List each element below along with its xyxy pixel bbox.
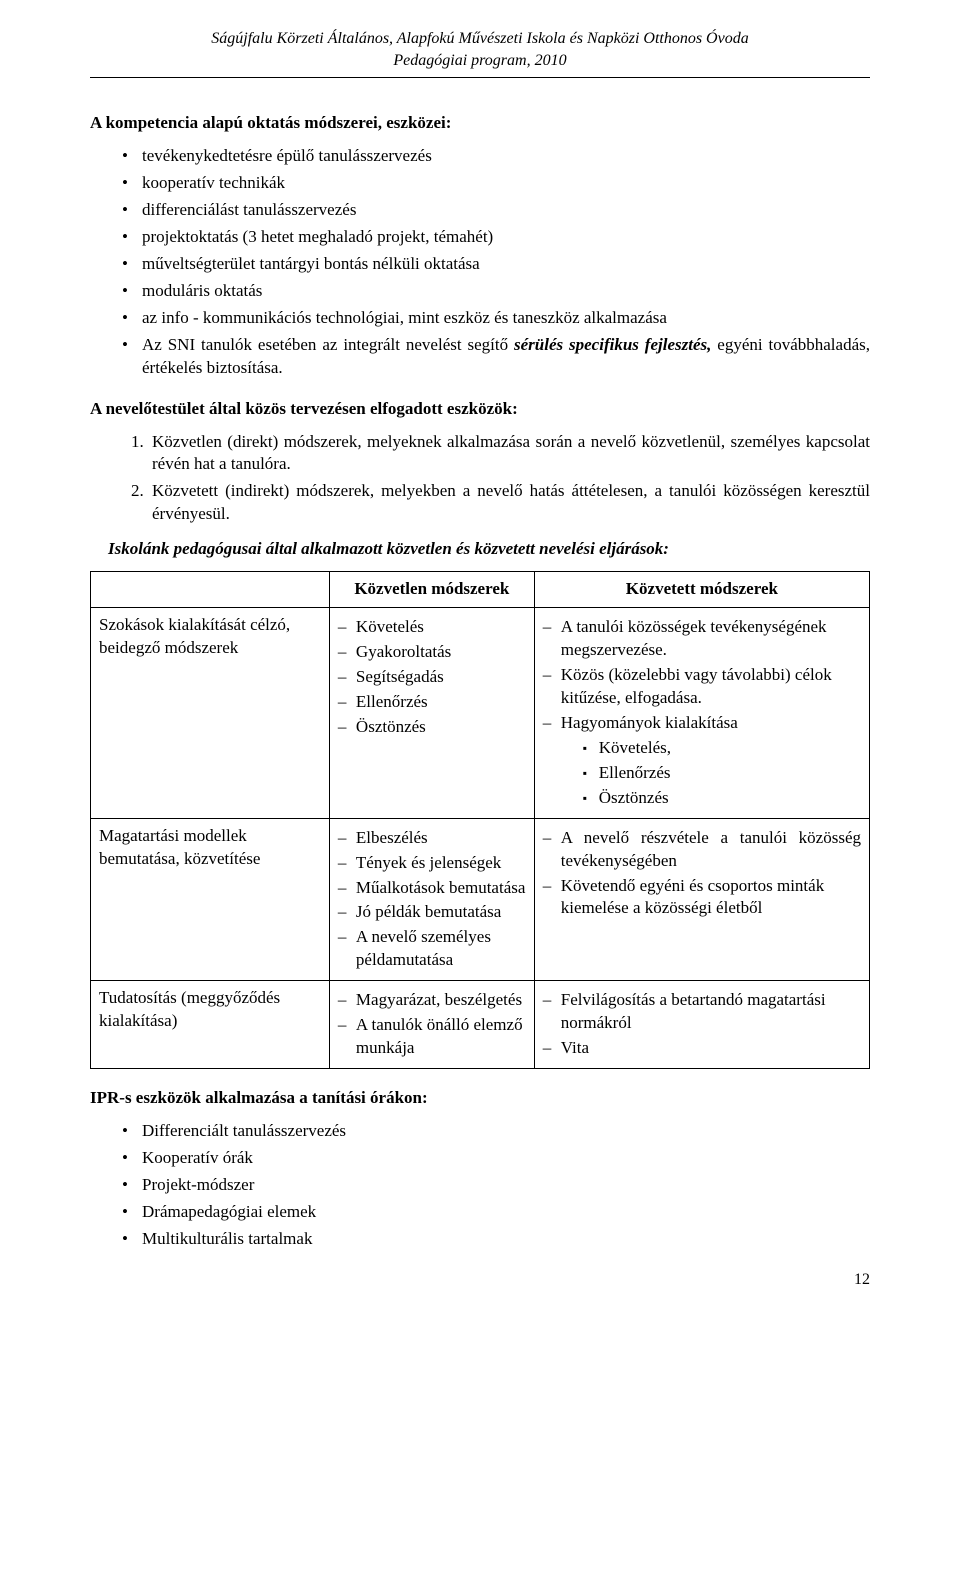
list-item: az info - kommunikációs technológiai, mi… <box>90 307 870 330</box>
table-row: Szokások kialakítását célzó, beidegző mó… <box>91 608 870 819</box>
list-item: Ellenőrzés <box>338 691 526 714</box>
list-item: Ösztönzés <box>583 787 861 810</box>
doc-header: Ságújfalu Körzeti Általános, Alapfokú Mű… <box>90 28 870 71</box>
list-item: Követelés, <box>583 737 861 760</box>
list-item: Követendő egyéni és csoportos minták kie… <box>543 875 861 921</box>
list-item: Műalkotások bemutatása <box>338 877 526 900</box>
list-item: A tanulók önálló elemző munkája <box>338 1014 526 1060</box>
list-item: A nevelő részvétele a tanulói közösség t… <box>543 827 861 873</box>
section4-title: IPR-s eszközök alkalmazása a tanítási ór… <box>90 1087 870 1110</box>
section3-intro: Iskolánk pedagógusai által alkalmazott k… <box>90 538 870 561</box>
list-item: tevékenykedtetésre épülő tanulásszervezé… <box>90 145 870 168</box>
list-item: Segítségadás <box>338 666 526 689</box>
section1-title: A kompetencia alapú oktatás módszerei, e… <box>90 112 870 135</box>
row2-left: Magyarázat, beszélgetés A tanulók önálló… <box>329 981 534 1069</box>
list-item: Hagyományok kialakítása Követelés, Ellen… <box>543 712 861 810</box>
list-item: Követelés <box>338 616 526 639</box>
blank-header <box>91 572 330 608</box>
list-item: műveltségterület tantárgyi bontás nélkül… <box>90 253 870 276</box>
table-row: Magatartási modellek bemutatása, közvetí… <box>91 818 870 981</box>
list-item: Vita <box>543 1037 861 1060</box>
row2-right: Felvilágosítás a betartandó magatartási … <box>534 981 869 1069</box>
list-item: Differenciált tanulásszervezés <box>90 1120 870 1143</box>
list-item: Ösztönzés <box>338 716 526 739</box>
list-item: moduláris oktatás <box>90 280 870 303</box>
list-item: Közvetett (indirekt) módszerek, melyekbe… <box>148 480 870 526</box>
col-header-direct: Közvetlen módszerek <box>329 572 534 608</box>
header-line2: Pedagógiai program, 2010 <box>393 52 566 69</box>
list-item: Multikulturális tartalmak <box>90 1228 870 1251</box>
section2-title: A nevelőtestület által közös tervezésen … <box>90 398 870 421</box>
item7-pre: Az SNI tanulók esetében az integrált nev… <box>142 335 514 354</box>
row2-label: Tudatosítás (meggyőződés kialakítása) <box>91 981 330 1069</box>
table-row: Tudatosítás (meggyőződés kialakítása) Ma… <box>91 981 870 1069</box>
list-item: Kooperatív órák <box>90 1147 870 1170</box>
col-header-indirect: Közvetett módszerek <box>534 572 869 608</box>
row0-right-2: Hagyományok kialakítása <box>561 713 738 732</box>
row1-label: Magatartási modellek bemutatása, közvetí… <box>91 818 330 981</box>
section4-list: Differenciált tanulásszervezés Kooperatí… <box>90 1120 870 1251</box>
section1-list: tevékenykedtetésre épülő tanulásszervezé… <box>90 145 870 379</box>
methods-table: Közvetlen módszerek Közvetett módszerek … <box>90 571 870 1069</box>
list-item: Elbeszélés <box>338 827 526 850</box>
list-item: Ellenőrzés <box>583 762 861 785</box>
list-item: Az SNI tanulók esetében az integrált nev… <box>90 334 870 380</box>
list-item: projektoktatás (3 hetet meghaladó projek… <box>90 226 870 249</box>
list-item: Gyakoroltatás <box>338 641 526 664</box>
list-item: Magyarázat, beszélgetés <box>338 989 526 1012</box>
header-rule <box>90 77 870 78</box>
header-line1: Ságújfalu Körzeti Általános, Alapfokú Mű… <box>211 30 748 47</box>
list-item: A tanulói közösségek tevékenységének meg… <box>543 616 861 662</box>
table-header-row: Közvetlen módszerek Közvetett módszerek <box>91 572 870 608</box>
list-item: differenciálást tanulásszervezés <box>90 199 870 222</box>
list-item: Drámapedagógiai elemek <box>90 1201 870 1224</box>
item7-em: sérülés specifikus fejlesztés, <box>514 335 711 354</box>
list-item: Jó példák bemutatása <box>338 901 526 924</box>
list-item: Projekt-módszer <box>90 1174 870 1197</box>
page-number: 12 <box>90 1269 870 1291</box>
list-item: Közös (közelebbi vagy távolabbi) célok k… <box>543 664 861 710</box>
list-item: Tények és jelenségek <box>338 852 526 875</box>
row0-label: Szokások kialakítását célzó, beidegző mó… <box>91 608 330 819</box>
list-item: Felvilágosítás a betartandó magatartási … <box>543 989 861 1035</box>
row1-left: Elbeszélés Tények és jelenségek Műalkotá… <box>329 818 534 981</box>
row1-right: A nevelő részvétele a tanulói közösség t… <box>534 818 869 981</box>
list-item: Közvetlen (direkt) módszerek, melyeknek … <box>148 431 870 477</box>
list-item: A nevelő személyes példamutatása <box>338 926 526 972</box>
row0-right: A tanulói közösségek tevékenységének meg… <box>534 608 869 819</box>
row0-left: Követelés Gyakoroltatás Segítségadás Ell… <box>329 608 534 819</box>
section2-list: Közvetlen (direkt) módszerek, melyeknek … <box>90 431 870 527</box>
list-item: kooperatív technikák <box>90 172 870 195</box>
